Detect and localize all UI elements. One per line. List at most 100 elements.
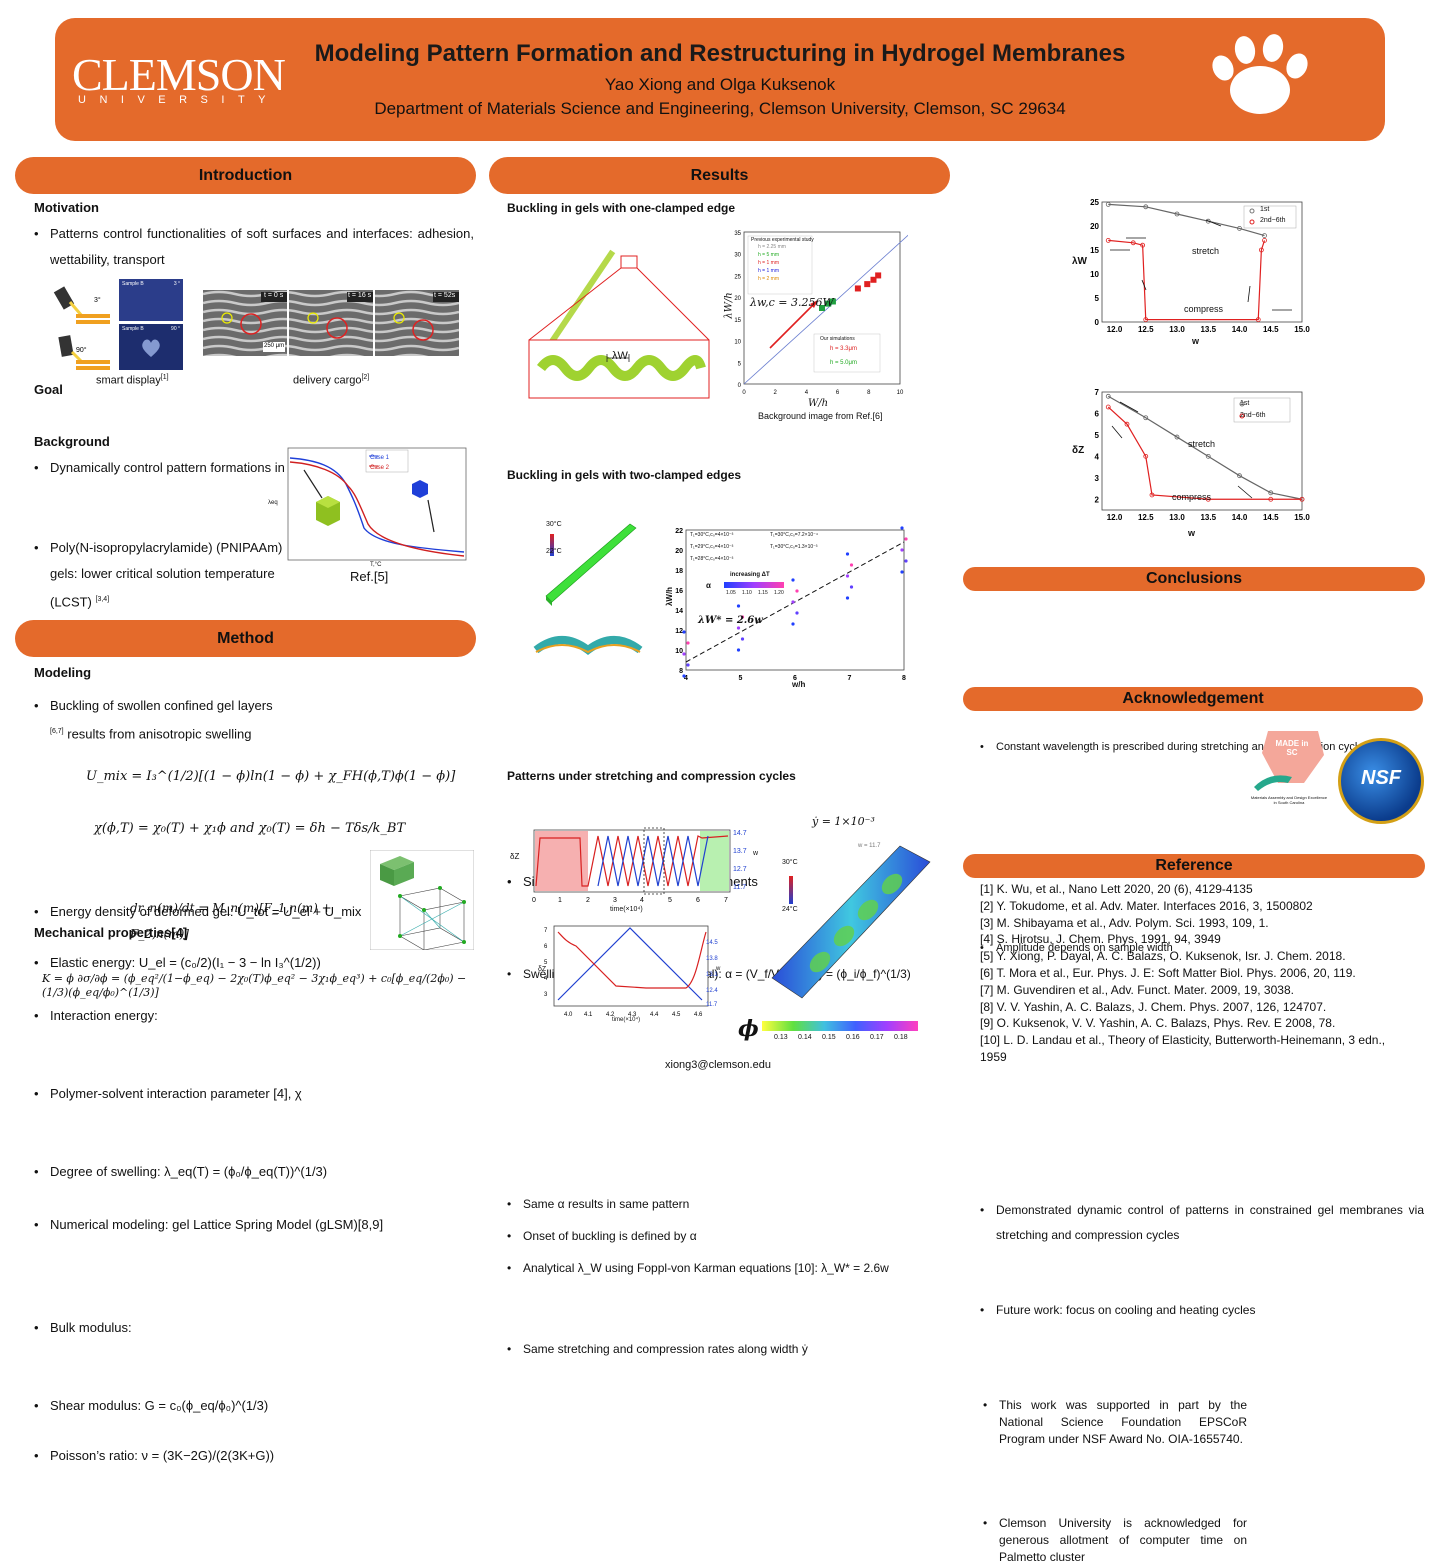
svg-text:0: 0 (532, 897, 536, 904)
y-tick-label: 2 (1095, 495, 1100, 504)
method-elastic-bullet: Elastic energy: U_el = (c₀/2)(I₁ − 3 − l… (34, 950, 470, 976)
conclusions-bullet-2: Future work: focus on cooling and heatin… (980, 1298, 1424, 1323)
chart1-legend-0: h = 2.25 mm (758, 244, 786, 250)
phi-tick-2: 0.15 (822, 1034, 836, 1041)
smart-display-photo-1: Sample B 3 ° (119, 279, 183, 321)
chart2-point (904, 559, 908, 563)
chart4-point (1205, 453, 1211, 459)
y-tick-label: 4 (1095, 452, 1100, 461)
method-poisson-bullet: Poisson’s ratio: ν = (3K−2G)/(2(3K+G)) (34, 1443, 390, 1469)
smart-display-photo-2: Sample B 90 ° (119, 324, 183, 370)
svg-text:1: 1 (558, 897, 562, 904)
conclusions-bullet-1: Demonstrated dynamic control of patterns… (980, 1198, 1424, 1248)
svg-text:3: 3 (613, 897, 617, 904)
chart2-point (736, 604, 741, 608)
smart-display-schematic: 3° 90° (52, 282, 120, 374)
y-tick-label: 7 (1095, 388, 1100, 397)
chart2-point (791, 600, 795, 604)
chart1-sim-0: h = 3.3μm (830, 346, 857, 352)
chart3-ylabel: λW (1072, 256, 1087, 267)
chart2-point (900, 570, 904, 574)
chart2-point (682, 652, 686, 656)
chart2-point (740, 637, 745, 641)
chart4-point (1143, 453, 1149, 459)
email-footer[interactable]: xiong3@clemson.edu (665, 1059, 771, 1071)
reference-item: [2] Y. Tokudome, et al. Adv. Mater. Inte… (980, 898, 1313, 913)
chart2-legend-3: T₁=30°C,c₀=1.3×10⁻³ (770, 544, 818, 550)
reference-item: [5] Y. Xiong, P. Dayal, A. C. Balazs, O.… (980, 949, 1346, 964)
x-tick-label: 7 (848, 675, 852, 682)
x-tick-label: 13.5 (1200, 325, 1216, 334)
x-tick-label: 12.5 (1138, 325, 1154, 334)
reference-item: [8] V. V. Yashin, A. C. Balazs, J. Chem.… (980, 999, 1327, 1014)
chart2-alpha-label: α (706, 581, 711, 590)
results-sec1-title: Buckling in gels with one-clamped edge (507, 201, 736, 215)
zoom-ylabel: δZ (538, 966, 547, 973)
chart3-legend-2nd: 2nd−6th (1260, 217, 1286, 224)
y-tick-label: 14 (675, 608, 683, 615)
y-tick-label: 25 (1090, 198, 1099, 207)
x-tick-label: 12.0 (1107, 325, 1123, 334)
phi-tick-4: 0.17 (870, 1034, 884, 1041)
chart2-cbar-tick-3: 1.20 (774, 590, 784, 596)
chart2-point (736, 626, 741, 630)
background-label: Background (34, 434, 110, 449)
chart3-point (1143, 204, 1149, 210)
y-tick-label: 5 (1095, 431, 1100, 440)
phi-tick-3: 0.16 (846, 1034, 860, 1041)
reference-item: [3] M. Shibayama et al., Adv. Polym. Sci… (980, 915, 1269, 930)
y-tick-label: 15 (1090, 246, 1099, 255)
y-tick-label: 10 (1090, 270, 1099, 279)
chart4-legend-1st: 1st (1240, 400, 1250, 407)
method-interaction-bullet: Interaction energy: (34, 1003, 470, 1029)
chart1-xlabel: W/h (808, 398, 829, 409)
chart2-point (736, 648, 741, 652)
phi-tick-1: 0.14 (798, 1034, 812, 1041)
acknowledgement-heading: Acknowledgement (963, 687, 1423, 711)
rate-label: ẏ = 1×10⁻³ (812, 815, 875, 828)
chart1-point (825, 300, 832, 307)
chart2-cbar-tick-0: 1.05 (726, 590, 736, 596)
width-label: w = 11.7 (858, 843, 881, 849)
umix-equation: U_mix = I₃^(1/2)[(1 − ϕ)ln(1 − ϕ) + χ_FH… (86, 769, 456, 784)
cycle-ylabel: δZ (510, 852, 520, 861)
two-clamped-gel-schematic (533, 523, 643, 656)
zoom-right-tick-0: 14.5 (706, 940, 718, 946)
chart2-point (845, 574, 850, 578)
chart4-point (1299, 496, 1305, 502)
chart1-legend-2: h = 1 mm (758, 260, 779, 266)
chart2-cbar-title: increasing ΔT (730, 572, 770, 578)
chart2-fit-label: λW* = 2.6w (698, 615, 763, 626)
svg-text:3: 3 (544, 992, 548, 998)
x-tick-label: 13.0 (1169, 513, 1185, 522)
cycle-xlabel: time(×10⁴) (610, 906, 643, 913)
chart3-xlabel: w (1192, 336, 1200, 346)
chart1-point (864, 281, 871, 288)
chart2-fit-line (685, 541, 905, 663)
x-tick-label: 5 (739, 675, 743, 682)
y-tick-label: 12 (675, 628, 683, 635)
chart4-point (1143, 415, 1149, 421)
header-banner (55, 18, 1385, 141)
lambda-w-chart: 12.0 12.5 13.0 13.5 14.0 14.5 15.0 0 5 10 15 20 25 (1090, 198, 1310, 334)
background-bullet-2: Buckling of swollen confined gel layers[… (34, 693, 296, 747)
svg-text:4: 4 (640, 897, 644, 904)
one-clamped-chart: 0 2 4 6 8 10 0 5 10 15 20 25 30 35 (734, 231, 908, 396)
chart2-point (686, 641, 690, 645)
chart2-point (682, 674, 686, 678)
sec2-bullet-3: Analytical λ_W using Foppl-von Karman eq… (507, 1260, 943, 1276)
zoom-y2label: w (716, 966, 721, 972)
chart3-point (1237, 226, 1242, 231)
phi-tick-5: 0.18 (894, 1034, 908, 1041)
chart4-compress-label: compress (1172, 492, 1212, 502)
chart3-compress-label: compress (1184, 304, 1224, 314)
chart2-point (849, 563, 854, 567)
clemson-logo: CLEMSON (72, 49, 286, 100)
svg-text:4.5: 4.5 (672, 1012, 681, 1018)
phi-label: ϕ (738, 1016, 759, 1042)
svg-text:4.1: 4.1 (584, 1012, 593, 1018)
chart1-legend-1: h = 5 mm (758, 252, 779, 258)
nsf-logo: NSF (1338, 738, 1424, 824)
cycle-chart: 0 1 2 3 4 5 6 7 (532, 827, 731, 904)
temp-hot-label: 30°C (546, 521, 562, 528)
